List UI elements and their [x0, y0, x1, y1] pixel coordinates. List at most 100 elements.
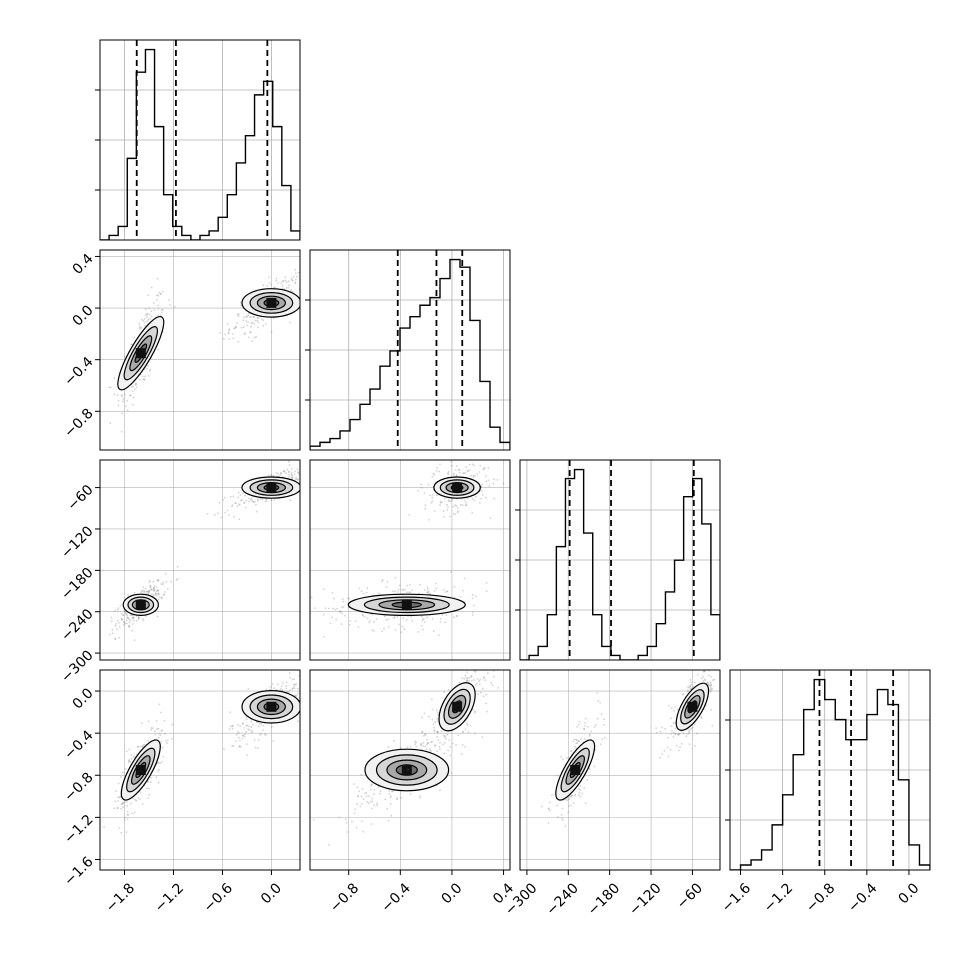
scatter-point	[140, 591, 143, 594]
scatter-point	[361, 820, 363, 823]
scatter-point	[116, 807, 119, 810]
scatter-point	[471, 614, 474, 616]
scatter-point	[243, 502, 246, 505]
scatter-point	[126, 614, 129, 617]
scatter-point	[316, 464, 318, 466]
scatter-point	[450, 772, 453, 775]
scatter-point	[281, 689, 284, 691]
scatter-point	[322, 588, 325, 591]
scatter-point	[449, 745, 452, 748]
scatter-point	[244, 733, 246, 736]
scatter-point	[409, 584, 411, 586]
scatter-point	[228, 328, 231, 331]
scatter-point	[141, 375, 144, 378]
scatter-point	[439, 617, 442, 620]
scatter-point	[297, 692, 299, 695]
scatter-point	[392, 590, 394, 593]
scatter-point	[114, 638, 117, 640]
panel-content	[100, 40, 300, 240]
scatter-point	[487, 479, 490, 482]
scatter-point	[486, 672, 489, 675]
density-core-0	[135, 348, 146, 359]
scatter-point	[127, 761, 130, 763]
scatter-point	[286, 690, 289, 693]
scatter-point	[424, 745, 427, 748]
scatter-point	[431, 740, 433, 743]
scatter-point	[447, 688, 450, 691]
scatter-point	[397, 591, 399, 593]
scatter-point	[453, 472, 455, 475]
scatter-point	[251, 499, 253, 502]
scatter-point	[141, 618, 144, 620]
scatter-point	[257, 747, 259, 750]
scatter-point	[143, 378, 146, 381]
scatter-point	[390, 795, 392, 797]
scatter-point	[147, 589, 150, 592]
scatter-point	[414, 740, 416, 743]
scatter-point	[249, 331, 252, 333]
scatter-point	[493, 675, 495, 678]
scatter-point	[282, 280, 285, 282]
scatter-point	[127, 813, 130, 816]
scatter-point	[159, 292, 162, 295]
scatter-point	[669, 717, 672, 720]
scatter-point	[171, 737, 173, 740]
scatter-point	[431, 708, 434, 711]
scatter-point	[487, 467, 490, 469]
scatter-point	[289, 321, 291, 324]
scatter-point	[357, 795, 360, 798]
scatter-point	[231, 727, 234, 730]
scatter-point	[579, 785, 582, 787]
scatter-point	[436, 736, 439, 738]
scatter-point	[122, 802, 125, 805]
scatter-point	[376, 802, 378, 805]
scatter-point	[389, 802, 392, 805]
scatter-point	[120, 612, 123, 615]
scatter-point	[672, 736, 675, 738]
scatter-point	[291, 279, 294, 282]
scatter-point	[133, 639, 136, 642]
scatter-point	[502, 482, 505, 485]
panel-content	[730, 670, 930, 870]
scatter-point	[245, 315, 248, 318]
scatter-point	[155, 720, 158, 722]
scatter-point	[288, 471, 290, 473]
scatter-point	[160, 311, 163, 314]
scatter-point	[117, 796, 119, 799]
scatter-point	[663, 749, 666, 752]
scatter-point	[392, 790, 395, 793]
scatter-point	[288, 464, 291, 466]
scatter-point	[141, 745, 144, 748]
scatter-point	[253, 739, 256, 741]
scatter-point	[693, 723, 696, 726]
scatter-point	[297, 720, 299, 723]
scatter-point	[421, 730, 424, 733]
scatter-point	[361, 613, 364, 616]
x-tick-label-3-2: −0.8	[803, 880, 838, 915]
scatter-point	[237, 491, 240, 494]
scatter-point	[351, 820, 353, 823]
scatter-point	[401, 588, 403, 591]
scatter-point	[462, 731, 465, 733]
scatter-point	[472, 593, 474, 596]
scatter-point	[460, 458, 462, 460]
scatter-point	[672, 709, 675, 712]
scatter-point	[427, 715, 430, 718]
scatter-point	[287, 280, 290, 282]
scatter-point	[452, 474, 455, 476]
scatter-point	[118, 626, 121, 628]
x-tick-label-1-1: −0.4	[379, 880, 414, 915]
scatter-point	[305, 472, 307, 474]
scatter-point	[122, 400, 124, 403]
scatter-point	[424, 733, 427, 735]
panel-frame	[519, 669, 721, 871]
scatter-point	[110, 620, 113, 623]
scatter-point	[450, 461, 452, 463]
scatter-point	[316, 472, 318, 474]
scatter-point	[261, 318, 263, 321]
scatter-point	[485, 702, 487, 705]
scatter-point	[242, 319, 245, 322]
scatter-point	[471, 679, 473, 682]
scatter-point	[371, 783, 373, 786]
